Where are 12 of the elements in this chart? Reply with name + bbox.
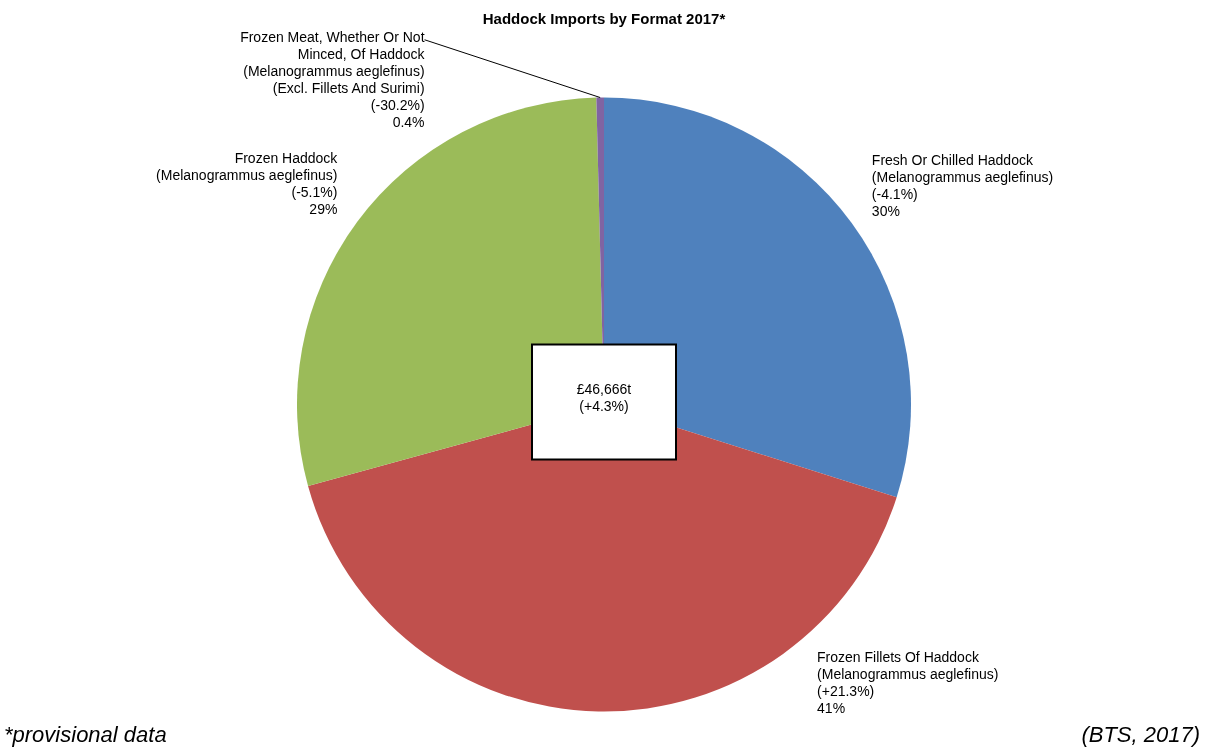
slice-label: Fresh Or Chilled Haddock (Melanogrammus aeglefinus) (-4.1%) bbox=[871, 152, 1054, 203]
slice-label: Frozen Haddock (Melanogrammus aeglefinus) (-5.1%) bbox=[156, 150, 339, 201]
slice-label: Frozen Meat, Whether Or Not Minced, Of Haddock (Melanogrammus aeglefinus) (Excl. Fillets And Surimi) (-30.2%) bbox=[240, 29, 426, 114]
text: *provisional data bbox=[4, 722, 167, 747]
slice-label: Frozen Fillets Of Haddock (Melanogrammus aeglefinus) (+21.3%) bbox=[817, 649, 999, 700]
data-label: 29% bbox=[309, 201, 338, 218]
text: (BTS, 2017) bbox=[1081, 722, 1200, 747]
data-label: 41% bbox=[817, 700, 846, 717]
data-label: 30% bbox=[871, 203, 900, 220]
chart-title: Haddock Imports by Format 2017* bbox=[482, 10, 726, 27]
data-label: 0.4% bbox=[392, 114, 425, 131]
text: £46,666t (+4.3%) bbox=[576, 380, 632, 414]
